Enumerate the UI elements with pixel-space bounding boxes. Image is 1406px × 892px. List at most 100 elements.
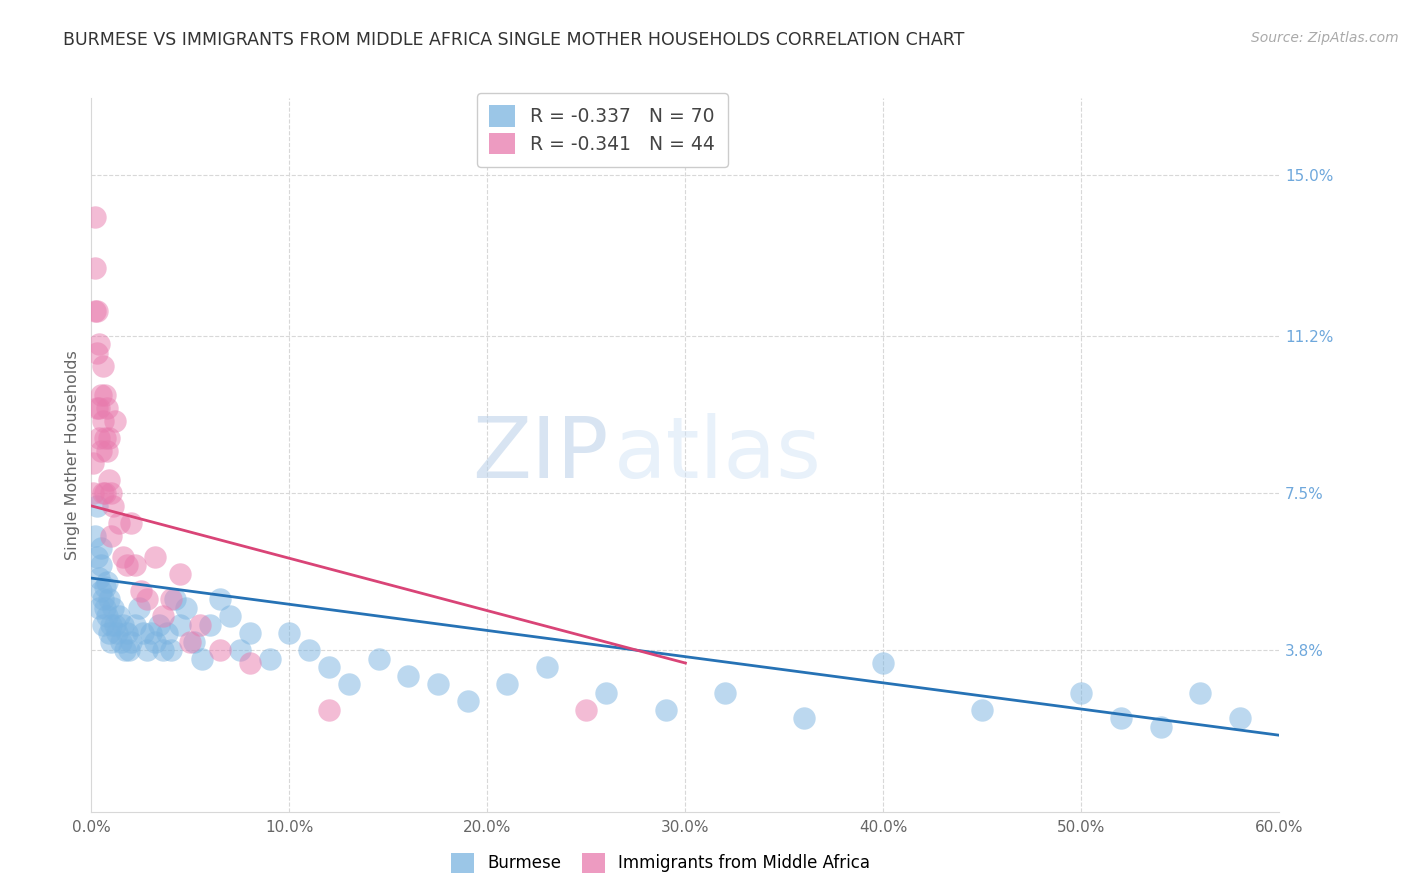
Point	[229, 643, 252, 657]
Point	[94, 600, 117, 615]
Point	[209, 592, 232, 607]
Point	[89, 571, 111, 585]
Point	[91, 592, 114, 607]
Point	[1109, 711, 1132, 725]
Point	[100, 486, 122, 500]
Point	[135, 643, 157, 657]
Point	[318, 703, 340, 717]
Point	[129, 583, 152, 598]
Point	[98, 431, 121, 445]
Point	[714, 686, 737, 700]
Point	[1189, 686, 1212, 700]
Point	[98, 626, 121, 640]
Point	[86, 303, 108, 318]
Point	[337, 677, 360, 691]
Point	[84, 528, 107, 542]
Point	[124, 558, 146, 573]
Legend: Burmese, Immigrants from Middle Africa: Burmese, Immigrants from Middle Africa	[444, 847, 877, 880]
Point	[496, 677, 519, 691]
Point	[89, 337, 111, 351]
Point	[169, 617, 191, 632]
Point	[163, 592, 186, 607]
Point	[108, 609, 131, 624]
Point	[1229, 711, 1251, 725]
Point	[793, 711, 815, 725]
Point	[426, 677, 449, 691]
Point	[239, 626, 262, 640]
Point	[84, 303, 107, 318]
Point	[124, 617, 146, 632]
Point	[104, 617, 127, 632]
Point	[872, 656, 894, 670]
Point	[200, 617, 222, 632]
Point	[110, 635, 132, 649]
Point	[219, 609, 242, 624]
Point	[100, 635, 122, 649]
Point	[191, 652, 214, 666]
Text: Source: ZipAtlas.com: Source: ZipAtlas.com	[1251, 31, 1399, 45]
Point	[188, 617, 211, 632]
Point	[143, 635, 166, 649]
Point	[595, 686, 617, 700]
Point	[575, 703, 598, 717]
Point	[98, 592, 121, 607]
Point	[259, 652, 281, 666]
Point	[100, 528, 122, 542]
Point	[94, 431, 117, 445]
Legend: R = -0.337   N = 70, R = -0.341   N = 44: R = -0.337 N = 70, R = -0.341 N = 44	[477, 94, 727, 167]
Point	[183, 635, 205, 649]
Point	[654, 703, 676, 717]
Point	[169, 566, 191, 581]
Point	[972, 703, 994, 717]
Point	[457, 694, 479, 708]
Point	[159, 643, 181, 657]
Point	[298, 643, 321, 657]
Point	[89, 600, 111, 615]
Point	[101, 600, 124, 615]
Text: BURMESE VS IMMIGRANTS FROM MIDDLE AFRICA SINGLE MOTHER HOUSEHOLDS CORRELATION CH: BURMESE VS IMMIGRANTS FROM MIDDLE AFRICA…	[63, 31, 965, 49]
Point	[91, 359, 114, 373]
Point	[86, 499, 108, 513]
Point	[86, 549, 108, 564]
Point	[156, 626, 179, 640]
Point	[90, 388, 112, 402]
Point	[115, 626, 138, 640]
Point	[112, 617, 135, 632]
Point	[367, 652, 389, 666]
Point	[96, 401, 118, 416]
Point	[139, 626, 162, 640]
Point	[90, 558, 112, 573]
Point	[90, 443, 112, 458]
Point	[396, 669, 419, 683]
Point	[96, 443, 118, 458]
Point	[89, 431, 111, 445]
Point	[104, 414, 127, 428]
Point	[152, 609, 174, 624]
Point	[101, 499, 124, 513]
Point	[318, 660, 340, 674]
Point	[1150, 720, 1173, 734]
Point	[94, 486, 117, 500]
Point	[91, 486, 114, 500]
Point	[84, 210, 107, 224]
Point	[115, 558, 138, 573]
Point	[86, 401, 108, 416]
Point	[90, 583, 112, 598]
Point	[278, 626, 301, 640]
Point	[114, 643, 136, 657]
Point	[90, 541, 112, 556]
Point	[91, 414, 114, 428]
Point	[120, 635, 142, 649]
Point	[86, 346, 108, 360]
Y-axis label: Single Mother Households: Single Mother Households	[65, 350, 80, 560]
Point	[94, 388, 117, 402]
Point	[536, 660, 558, 674]
Point	[108, 516, 131, 530]
Point	[143, 549, 166, 564]
Point	[82, 457, 104, 471]
Point	[105, 626, 128, 640]
Point	[96, 575, 118, 590]
Point	[148, 617, 170, 632]
Point	[82, 486, 104, 500]
Text: ZIP: ZIP	[471, 413, 609, 497]
